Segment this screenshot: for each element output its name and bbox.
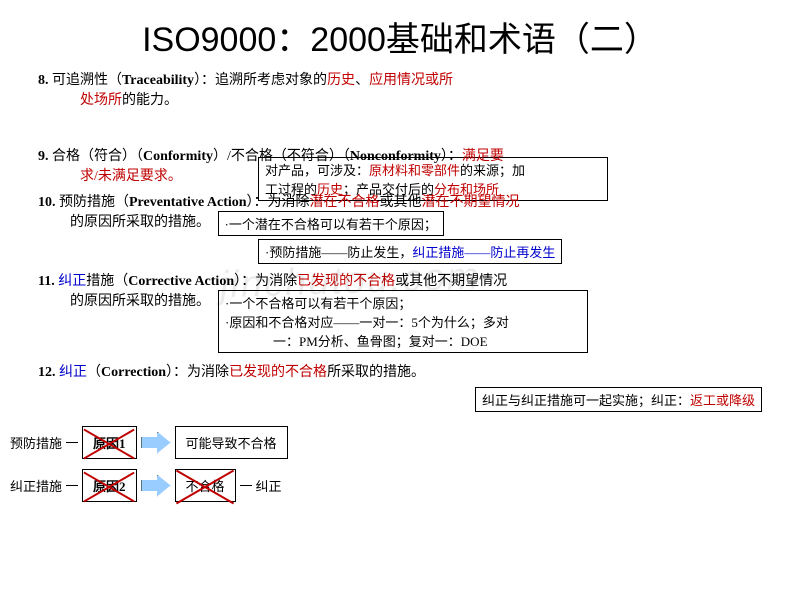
box-10b: ·预防措施——防止发生，纠正措施——防止再发生	[258, 239, 562, 264]
r: 潜在不期望情况	[422, 195, 520, 210]
cause-1: 原因1	[82, 426, 137, 459]
num: 12.	[38, 365, 56, 380]
item-9: 9. 合格（符合）（Conformity）/不合格（不符合）（Nonconfor…	[38, 145, 762, 185]
box-11: ·一个不合格可以有若干个原因； ·原因和不合格对应——一对一：5个为什么；多对 …	[218, 290, 588, 353]
t: ）：追溯所考虑对象的	[194, 73, 327, 88]
r: 历史	[327, 73, 355, 88]
t: 一：PM分析、鱼骨图；复对一：DOE	[225, 331, 581, 350]
arrow-icon	[141, 475, 171, 497]
b: 纠正措施——防止再发生	[412, 245, 555, 260]
r: 已发现的不合格	[229, 365, 327, 380]
t: 、	[355, 73, 369, 88]
t: 或其他	[380, 195, 422, 210]
en: Conformity	[143, 149, 213, 164]
t: 纠正与纠正措施可一起实施；纠正：	[482, 393, 690, 408]
diagram: 预防措施 原因1 可能导致不合格 纠正措施 原因2 不合格 纠正	[0, 426, 800, 502]
t: 不合格	[186, 479, 225, 494]
b: 纠正	[59, 365, 87, 380]
box-10a: ·一个潜在不合格可以有若干个原因；	[218, 211, 444, 236]
t: ·原因和不合格对应——一对一：5个为什么；多对	[225, 312, 581, 331]
t: 或其他不期望情况	[395, 274, 507, 289]
en: Traceability	[122, 73, 194, 88]
en: Nonconformity	[350, 149, 441, 164]
item-11: 11. 纠正措施（Corrective Action）：为消除已发现的不合格或其…	[38, 270, 762, 353]
t: 原因2	[93, 479, 126, 494]
item-12: 12. 纠正（Correction）：为消除已发现的不合格所采取的措施。 纠正与…	[38, 361, 762, 412]
t: 的原因所采取的措施。	[70, 215, 210, 230]
diagram-row-2: 纠正措施 原因2 不合格 纠正	[10, 469, 800, 502]
en: Correction	[101, 365, 166, 380]
r: 求/未满足要求。	[80, 169, 182, 184]
label-correction: 纠正	[256, 476, 282, 495]
t: 措施（	[86, 274, 128, 289]
t: 的原因所采取的措施。	[70, 290, 210, 310]
r: 处场所	[80, 93, 122, 108]
page-title: ISO9000：2000基础和术语（二）	[0, 0, 800, 69]
result-2: 不合格	[175, 469, 236, 502]
t: 合格（符合）（	[52, 149, 143, 164]
result-1: 可能导致不合格	[175, 426, 288, 459]
r: 应用情况或所	[369, 73, 453, 88]
t: ）：为消除	[247, 195, 310, 210]
r: 返工或降级	[690, 393, 755, 408]
t: 可追溯性（	[52, 73, 122, 88]
num: 8.	[38, 73, 49, 88]
num: 9.	[38, 149, 49, 164]
arrow-icon	[141, 432, 171, 454]
item-8: 8. 可追溯性（Traceability）：追溯所考虑对象的历史、应用情况或所 …	[38, 69, 762, 139]
r: 满足要	[462, 149, 504, 164]
label-corrective: 纠正措施	[10, 476, 62, 495]
diagram-row-1: 预防措施 原因1 可能导致不合格	[10, 426, 800, 459]
t: 所采取的措施。	[327, 365, 425, 380]
content: 8. 可追溯性（Traceability）：追溯所考虑对象的历史、应用情况或所 …	[0, 69, 800, 412]
t: 预防措施（	[59, 195, 129, 210]
t: ）：为消除	[166, 365, 229, 380]
en: Preventative Action	[129, 195, 247, 210]
r: 已发现的不合格	[297, 274, 395, 289]
t: ）：	[441, 149, 462, 164]
box-12: 纠正与纠正措施可一起实施；纠正：返工或降级	[475, 387, 762, 412]
label-preventive: 预防措施	[10, 433, 62, 452]
t: ·预防措施——防止发生，	[265, 245, 412, 260]
t: ）：为消除	[234, 274, 297, 289]
num: 10.	[38, 195, 56, 210]
t: ·一个不合格可以有若干个原因；	[225, 293, 581, 312]
cause-2: 原因2	[82, 469, 137, 502]
en: Corrective Action	[128, 274, 234, 289]
t: ）/不合格（不符合）（	[213, 149, 350, 164]
t: 原因1	[93, 436, 126, 451]
t: 的能力。	[122, 93, 178, 108]
num: 11.	[38, 274, 55, 289]
item-10: 10. 预防措施（Preventative Action）：为消除潜在不合格或其…	[38, 191, 762, 264]
r: 潜在不合格	[310, 195, 380, 210]
t: （	[87, 365, 101, 380]
b: 纠正	[58, 274, 86, 289]
